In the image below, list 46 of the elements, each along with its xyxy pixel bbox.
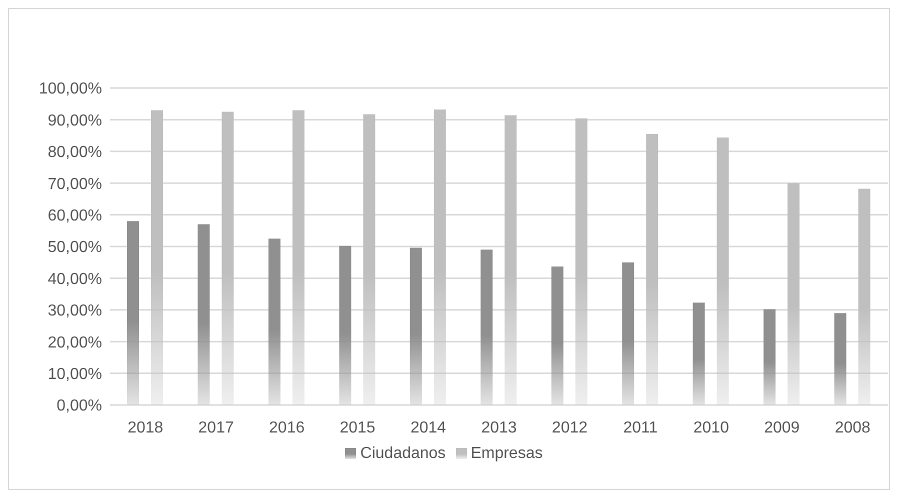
- bar: [551, 266, 564, 405]
- bar: [222, 112, 234, 405]
- y-tick-label: 80,00%: [48, 144, 102, 162]
- bar: [834, 313, 846, 405]
- x-tick-label: 2011: [623, 419, 658, 436]
- x-tick-label: 2016: [269, 419, 305, 436]
- legend-label: Ciudadanos: [360, 445, 446, 462]
- x-tick-label: 2014: [410, 419, 446, 436]
- y-tick-label: 90,00%: [48, 112, 102, 130]
- y-tick-label: 50,00%: [48, 239, 102, 256]
- x-tick-label: 2017: [198, 419, 234, 436]
- y-tick-label: 30,00%: [48, 302, 102, 320]
- bar: [480, 250, 493, 405]
- bar: [151, 110, 163, 405]
- bar: [692, 302, 705, 405]
- bar: [858, 188, 870, 405]
- bar: [646, 134, 658, 405]
- x-tick-label: 2015: [340, 419, 376, 436]
- bar: [292, 110, 304, 405]
- x-tick-label: 2013: [481, 419, 517, 436]
- bar: [339, 246, 352, 405]
- y-tick-label: 20,00%: [48, 334, 102, 352]
- bar: [504, 115, 517, 405]
- bar: [764, 309, 776, 405]
- y-tick-label: 60,00%: [48, 207, 102, 224]
- bar: [410, 248, 422, 405]
- y-tick-label: 0,00%: [56, 398, 102, 415]
- bar: [622, 262, 634, 405]
- bar: [716, 137, 729, 405]
- x-tick-label: 2009: [764, 419, 800, 436]
- x-tick-label: 2012: [552, 419, 588, 436]
- y-tick-label: 10,00%: [48, 366, 102, 383]
- bar: [268, 238, 280, 405]
- y-tick-label: 70,00%: [48, 176, 102, 193]
- bar: [198, 224, 210, 405]
- bar: [434, 110, 446, 405]
- x-tick-label: 2010: [693, 419, 730, 436]
- bar: [127, 221, 139, 405]
- bar: [788, 183, 800, 405]
- legend-label: Empresas: [470, 445, 543, 462]
- x-tick-label: 2008: [834, 419, 871, 436]
- y-tick-label: 100,00%: [38, 80, 102, 98]
- bar: [575, 118, 588, 405]
- bar: [363, 114, 376, 405]
- x-tick-label: 2018: [128, 419, 164, 436]
- y-tick-label: 40,00%: [48, 270, 102, 288]
